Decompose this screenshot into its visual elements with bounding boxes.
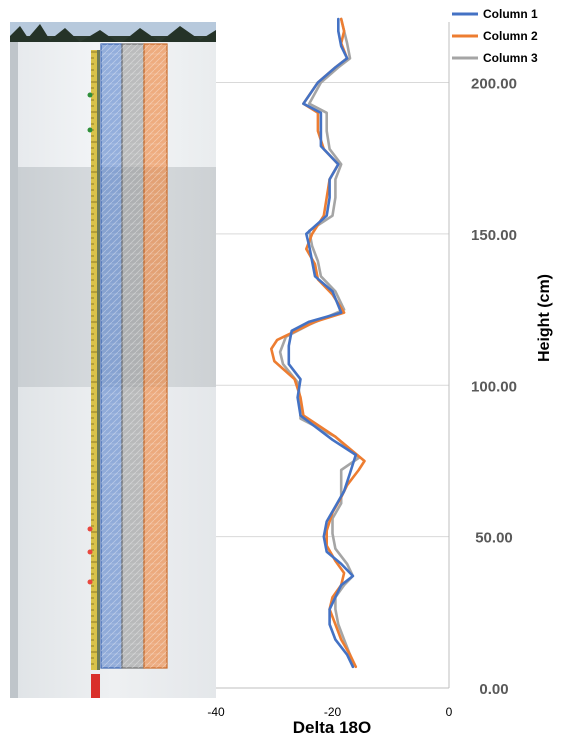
x-tick-label: -40 xyxy=(207,705,225,719)
legend: Column 1 Column 2 Column 3 xyxy=(452,7,538,65)
red-marker xyxy=(87,579,93,585)
x-tick-label: -20 xyxy=(324,705,342,719)
x-tick-label: 0 xyxy=(446,705,453,719)
x-tick-labels: -40 -20 0 xyxy=(207,705,452,719)
legend-label: Column 2 xyxy=(483,29,538,43)
tape-base-marker xyxy=(91,674,100,698)
gridlines xyxy=(216,82,449,538)
y-axis-title: Height (cm) xyxy=(536,274,553,362)
y-tick-label: 50.00 xyxy=(475,530,513,547)
series-lines xyxy=(269,17,366,669)
snow-pit-illustration xyxy=(10,22,216,698)
series-line-1 xyxy=(287,17,358,669)
sampling-columns xyxy=(100,43,168,669)
y-tick-labels: 0.00 50.00 100.00 150.00 200.00 xyxy=(471,76,517,698)
y-tick-label: 100.00 xyxy=(471,378,517,395)
y-tick-label: 0.00 xyxy=(479,681,508,698)
green-marker xyxy=(87,127,93,133)
green-marker xyxy=(87,92,93,98)
red-marker xyxy=(87,549,93,555)
x-axis-title: Delta 18O xyxy=(293,718,371,737)
measuring-tape xyxy=(91,50,100,670)
legend-label: Column 3 xyxy=(483,51,538,65)
y-tick-label: 150.00 xyxy=(471,227,517,244)
y-tick-label: 200.00 xyxy=(471,76,517,93)
red-marker xyxy=(87,526,93,532)
series-line-2 xyxy=(269,17,366,669)
snow-pit-photo xyxy=(10,22,216,698)
legend-label: Column 1 xyxy=(483,7,538,21)
